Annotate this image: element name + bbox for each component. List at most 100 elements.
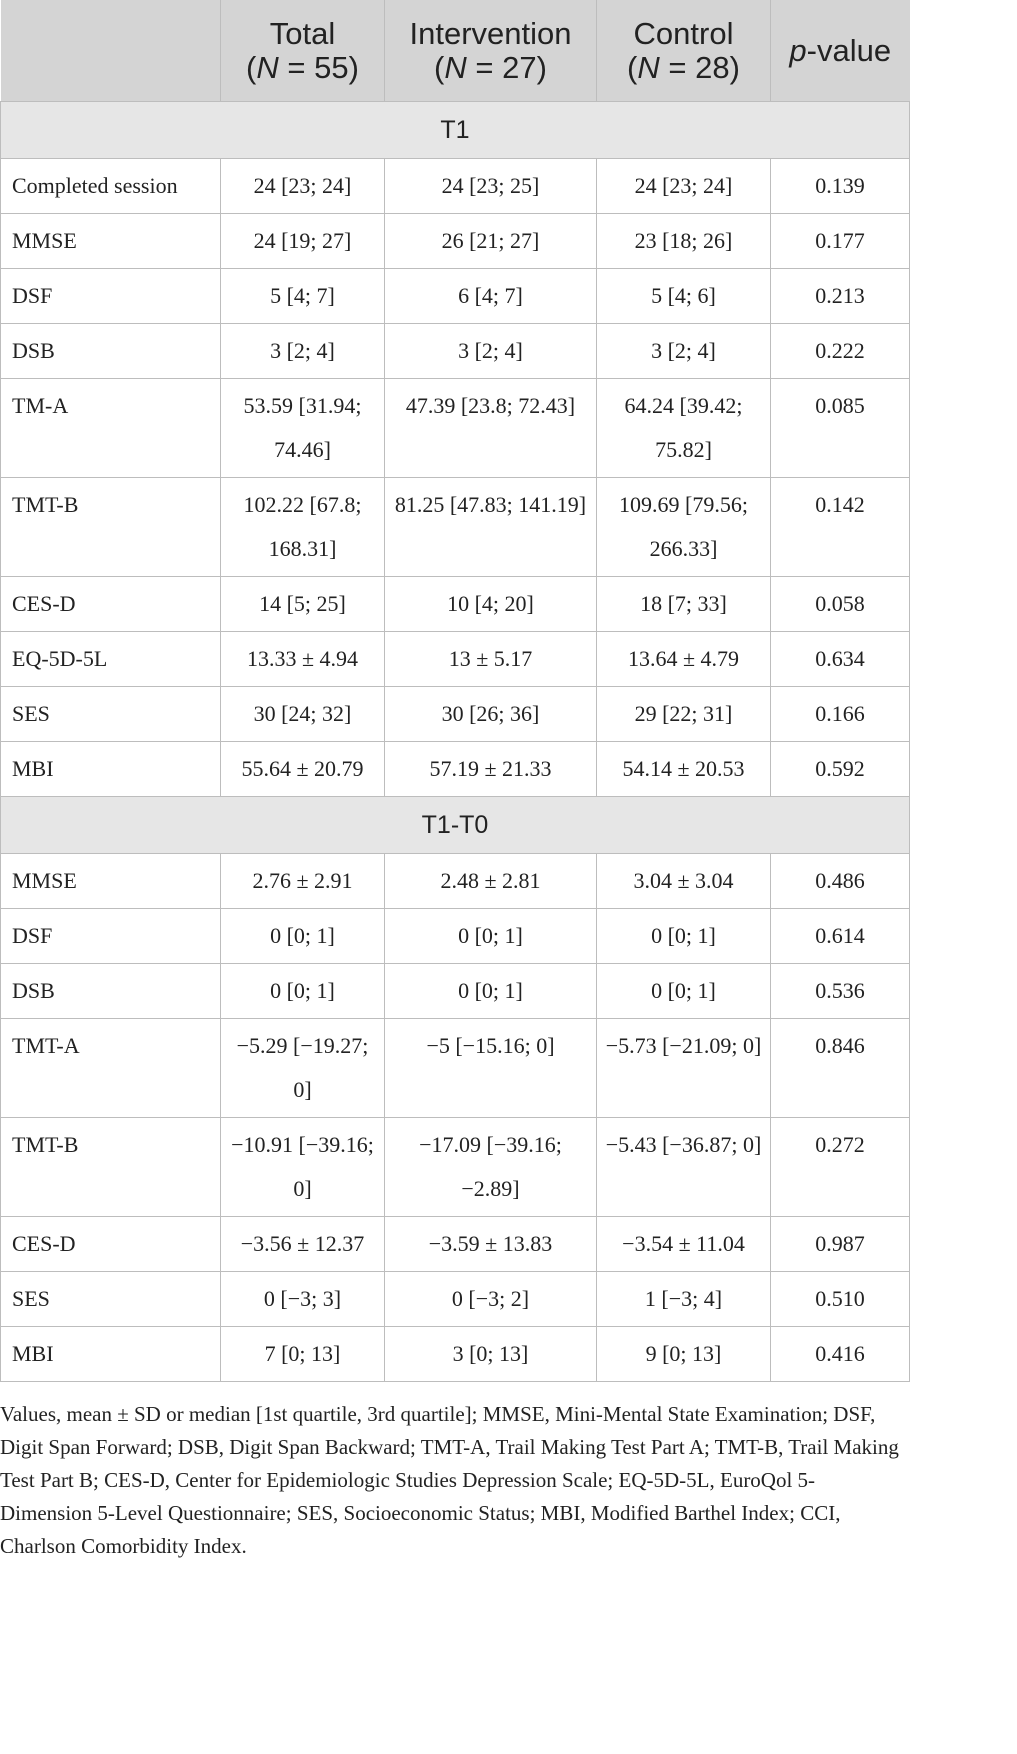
cell-intervention: 6 [4; 7] [384,268,597,324]
cell-p-value: 0.987 [770,1216,910,1272]
table-row: DSF 5 [4; 7] 6 [4; 7] 5 [4; 6] 0.213 [0,268,910,324]
cell-p-value: 0.222 [770,323,910,379]
cell-control: 29 [22; 31] [596,686,771,742]
cell-control: −3.54 ± 11.04 [596,1216,771,1272]
cell-total: 5 [4; 7] [220,268,385,324]
table-row: MMSE 24 [19; 27] 26 [21; 27] 23 [18; 26] 0.1… [0,213,910,269]
results-table-container: Total (N = 55) Intervention (N = 27) Con… [0,0,910,1382]
header-total-n: (N = 55) [246,49,359,85]
header-intervention-name: Intervention [409,15,572,51]
header-intervention-n: (N = 27) [434,49,547,85]
cell-total: 3 [2; 4] [220,323,385,379]
cell-total: 53.59 [31.94; 74.46] [220,378,385,478]
header-blank [0,0,221,102]
table-row: CES-D 14 [5; 25] 10 [4; 20] 18 [7; 33] 0.058 [0,576,910,632]
cell-control: −5.73 [−21.09; 0] [596,1018,771,1118]
cell-p-value: 0.139 [770,158,910,214]
cell-p-value: 0.536 [770,963,910,1019]
cell-intervention: −3.59 ± 13.83 [384,1216,597,1272]
cell-control: 18 [7; 33] [596,576,771,632]
table-row: MMSE 2.76 ± 2.91 2.48 ± 2.81 3.04 ± 3.04 0.4… [0,853,910,909]
header-control-n: (N = 28) [627,49,740,85]
table-row: MBI 7 [0; 13] 3 [0; 13] 9 [0; 13] 0.416 [0,1326,910,1382]
cell-intervention: 10 [4; 20] [384,576,597,632]
cell-control: 24 [23; 24] [596,158,771,214]
header-control: Control (N = 28) [596,0,771,102]
cell-p-value: 0.213 [770,268,910,324]
section-header-row: T1 [0,101,910,159]
cell-control: 0 [0; 1] [596,908,771,964]
cell-intervention: 3 [2; 4] [384,323,597,379]
cell-control: 109.69 [79.56; 266.33] [596,477,771,577]
row-label: MBI [0,1326,221,1382]
row-label: DSB [0,963,221,1019]
table-row: DSB 0 [0; 1] 0 [0; 1] 0 [0; 1] 0.536 [0,963,910,1019]
cell-p-value: 0.416 [770,1326,910,1382]
table-row: CES-D −3.56 ± 12.37 −3.59 ± 13.83 −3.54 ± 1… [0,1216,910,1272]
cell-total: 24 [23; 24] [220,158,385,214]
cell-p-value: 0.177 [770,213,910,269]
cell-control: 3 [2; 4] [596,323,771,379]
cell-total: 102.22 [67.8; 168.31] [220,477,385,577]
row-label: DSF [0,908,221,964]
cell-p-value: 0.846 [770,1018,910,1118]
cell-control: 9 [0; 13] [596,1326,771,1382]
table-row: SES 0 [−3; 3] 0 [−3; 2] 1 [−3; 4] 0.510 [0,1271,910,1327]
table-row: TMT-B 102.22 [67.8; 168.31] 81.25 [47.83; … [0,477,910,577]
section-title: T1 [0,101,910,159]
table-row: Completed session 24 [23; 24] 24 [23; 25] 2… [0,158,910,214]
row-label: TMT-B [0,477,221,577]
cell-intervention: 3 [0; 13] [384,1326,597,1382]
header-total-name: Total [269,15,336,51]
row-label: TMT-A [0,1018,221,1118]
header-p-value: p-value [770,0,910,102]
cell-control: 5 [4; 6] [596,268,771,324]
cell-total: 30 [24; 32] [220,686,385,742]
row-label: MBI [0,741,221,797]
row-label: DSF [0,268,221,324]
cell-control: 23 [18; 26] [596,213,771,269]
cell-p-value: 0.614 [770,908,910,964]
table-row: TMT-B −10.91 [−39.16; 0] −17.09 [−39.16; −… [0,1117,910,1217]
row-label: TM-A [0,378,221,478]
cell-intervention: 47.39 [23.8; 72.43] [384,378,597,478]
section-title: T1-T0 [0,796,910,854]
cell-p-value: 0.085 [770,378,910,478]
row-label: CES-D [0,1216,221,1272]
header-p-value-name: p-value [789,32,892,68]
cell-total: 0 [0; 1] [220,908,385,964]
cell-p-value: 0.272 [770,1117,910,1217]
cell-total: −3.56 ± 12.37 [220,1216,385,1272]
row-label: MMSE [0,853,221,909]
cell-p-value: 0.486 [770,853,910,909]
table-row: SES 30 [24; 32] 30 [26; 36] 29 [22; 31] 0.16… [0,686,910,742]
header-control-name: Control [633,15,734,51]
cell-intervention: 30 [26; 36] [384,686,597,742]
cell-total: 55.64 ± 20.79 [220,741,385,797]
cell-control: 13.64 ± 4.79 [596,631,771,687]
cell-p-value: 0.592 [770,741,910,797]
cell-p-value: 0.166 [770,686,910,742]
table-header: Total (N = 55) Intervention (N = 27) Con… [0,0,910,102]
results-table: Total (N = 55) Intervention (N = 27) Con… [0,0,910,1382]
row-label: SES [0,686,221,742]
row-label: TMT-B [0,1117,221,1217]
cell-intervention: 13 ± 5.17 [384,631,597,687]
cell-total: 0 [−3; 3] [220,1271,385,1327]
header-row: Total (N = 55) Intervention (N = 27) Con… [0,0,910,102]
table-row: DSB 3 [2; 4] 3 [2; 4] 3 [2; 4] 0.222 [0,323,910,379]
cell-intervention: 24 [23; 25] [384,158,597,214]
cell-intervention: 0 [0; 1] [384,963,597,1019]
table-row: TMT-A −5.29 [−19.27; 0] −5 [−15.16; 0] −5.7… [0,1018,910,1118]
row-label: CES-D [0,576,221,632]
table-row: DSF 0 [0; 1] 0 [0; 1] 0 [0; 1] 0.614 [0,908,910,964]
cell-total: 13.33 ± 4.94 [220,631,385,687]
cell-control: 0 [0; 1] [596,963,771,1019]
row-label: SES [0,1271,221,1327]
row-label: MMSE [0,213,221,269]
cell-control: −5.43 [−36.87; 0] [596,1117,771,1217]
cell-total: 0 [0; 1] [220,963,385,1019]
cell-p-value: 0.142 [770,477,910,577]
table-footnote: Values, mean ± SD or median [1st quartil… [0,1402,899,1558]
table-row: MBI 55.64 ± 20.79 57.19 ± 21.33 54.14 ± 20.… [0,741,910,797]
